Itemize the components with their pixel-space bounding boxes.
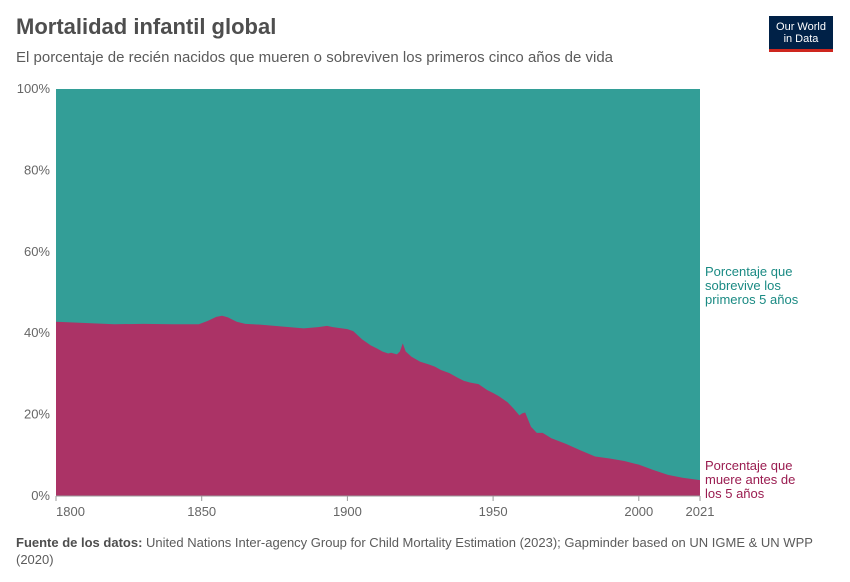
- legend-label-survive-line: Porcentaje que: [705, 264, 792, 279]
- y-tick-label: 60%: [24, 244, 50, 259]
- logo-line-2: in Data: [783, 33, 819, 45]
- y-tick-label: 0%: [31, 488, 50, 503]
- legend-label-survive: Porcentaje que sobrevive los primeros 5 añ…: [705, 264, 799, 307]
- x-tick-label: 1900: [333, 504, 362, 519]
- chart-title: Mortalidad infantil global: [16, 14, 277, 39]
- x-tick-label: 1800: [56, 504, 85, 519]
- y-tick-label: 100%: [17, 81, 51, 96]
- source-note: Fuente de los datos: United Nations Inte…: [16, 534, 834, 568]
- x-tick-label: 2021: [686, 504, 715, 519]
- legend-label-die-line: muere antes de: [705, 472, 795, 487]
- x-tick-label: 2000: [624, 504, 653, 519]
- logo-line-1: Our World: [776, 21, 826, 33]
- y-tick-label: 40%: [24, 325, 50, 340]
- area-die-before-5-years: [56, 315, 700, 496]
- y-tick-label: 20%: [24, 407, 50, 422]
- legend-label-die: Porcentaje que muere antes de los 5 años: [705, 458, 795, 501]
- source-text: United Nations Inter-agency Group for Ch…: [16, 535, 813, 567]
- owid-logo[interactable]: Our World in Data: [769, 16, 833, 52]
- legend-label-survive-line: sobrevive los: [705, 278, 781, 293]
- source-label: Fuente de los datos:: [16, 535, 143, 550]
- legend-label-die-line: los 5 años: [705, 486, 765, 501]
- stacked-area-chart: 0% 20% 40% 60% 80% 100% 1800 1850 1900 1950 2000 20…: [17, 81, 799, 519]
- legend-label-survive-line: primeros 5 años: [705, 292, 799, 307]
- y-tick-label: 80%: [24, 162, 50, 177]
- chart-subtitle: El porcentaje de recién nacidos que muer…: [16, 49, 614, 66]
- x-tick-label: 1850: [187, 504, 216, 519]
- x-tick-label: 1950: [479, 504, 508, 519]
- legend-label-die-line: Porcentaje que: [705, 458, 792, 473]
